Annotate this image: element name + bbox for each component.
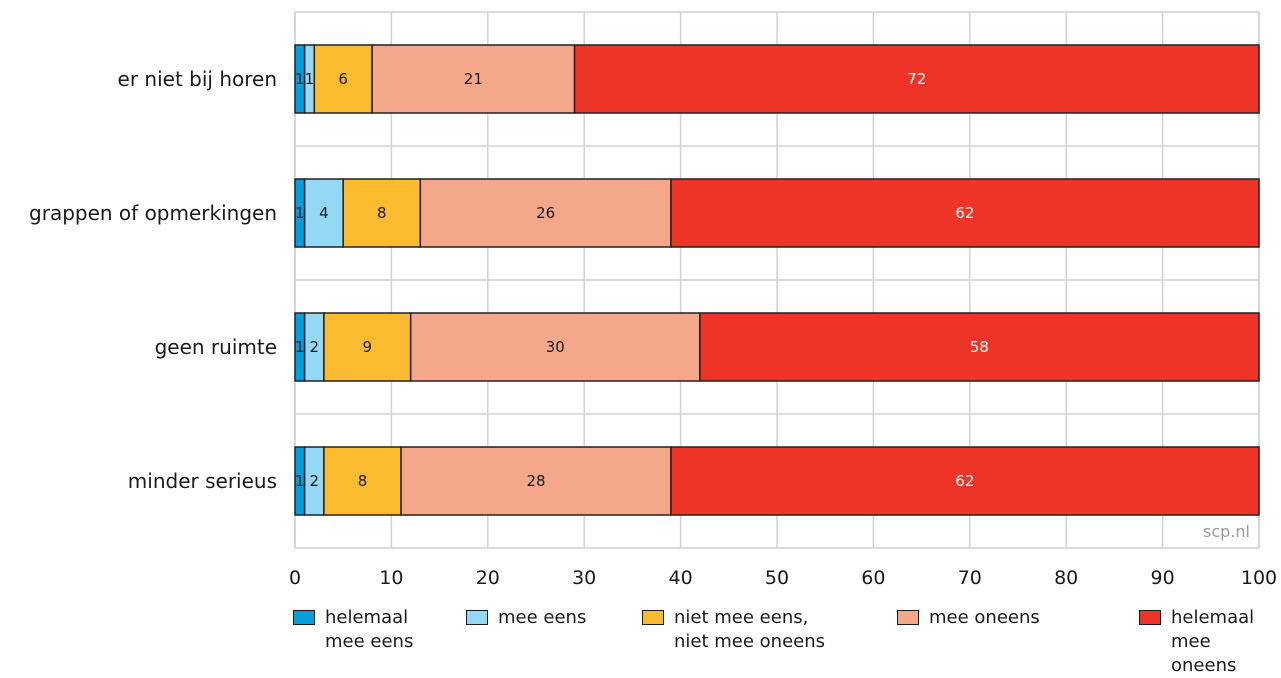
bar-value-label: 62	[955, 472, 974, 490]
category-label: grappen of opmerkingen	[29, 201, 277, 225]
legend-swatch	[897, 610, 919, 625]
x-tick-label: 10	[379, 567, 403, 589]
bar-segment	[699, 312, 1260, 382]
bar-value-label: 8	[377, 204, 387, 222]
x-tick-label: 30	[572, 567, 596, 589]
bar-value-label: 1	[295, 70, 305, 88]
legend-label: helemaal mee eens	[325, 607, 414, 652]
x-tick-label: 100	[1241, 567, 1277, 589]
bar-value-label: 9	[363, 338, 373, 356]
x-tick-label: 40	[669, 567, 693, 589]
legend-swatch	[1139, 610, 1161, 625]
legend-swatch	[466, 610, 488, 625]
bar-value-label: 26	[536, 204, 555, 222]
legend-label: mee eens	[498, 607, 587, 628]
category-label: minder serieus	[128, 469, 277, 493]
x-tick-label: 50	[765, 567, 789, 589]
x-tick-label: 0	[289, 567, 301, 589]
bar-segment	[303, 178, 344, 248]
bar-segment	[670, 446, 1260, 516]
legend-item: helemaal mee eens	[293, 606, 413, 654]
bar-value-label: 8	[358, 472, 368, 490]
legend-item: helemaal mee oneens	[1139, 606, 1278, 678]
bar-segment	[323, 312, 412, 382]
legend-item: mee oneens	[897, 606, 1040, 630]
legend-label: mee oneens	[929, 607, 1040, 628]
x-tick-label: 20	[476, 567, 500, 589]
legend-item: mee eens	[466, 606, 586, 630]
bar-value-label: 4	[319, 204, 329, 222]
bar-segment	[573, 44, 1260, 114]
bar-value-label: 30	[546, 338, 565, 356]
bar-segment	[371, 44, 576, 114]
bar-value-label: 62	[955, 204, 974, 222]
bar-segment	[419, 178, 672, 248]
bar-segment	[670, 178, 1260, 248]
bar-value-label: 21	[464, 70, 483, 88]
bar-value-label: 1	[305, 70, 315, 88]
chart-legend: helemaal mee eens mee eens niet mee eens, ni…	[293, 606, 1278, 676]
legend-swatch	[642, 610, 664, 625]
bar-value-label: 58	[970, 338, 989, 356]
bar-segment	[313, 44, 373, 114]
x-tick-label: 90	[1151, 567, 1175, 589]
legend-item: niet mee eens, niet mee oneens	[642, 606, 825, 654]
bar-value-label: 6	[338, 70, 348, 88]
bar-value-label: 72	[907, 70, 926, 88]
bar-value-label: 2	[310, 472, 320, 490]
bar-value-label: 2	[310, 338, 320, 356]
bar-value-label: 1	[295, 204, 305, 222]
bar-value-label: 28	[526, 472, 545, 490]
bar-value-label: 1	[295, 472, 305, 490]
legend-swatch	[293, 610, 315, 625]
x-tick-label: 60	[861, 567, 885, 589]
legend-label: niet mee eens, niet mee oneens	[674, 607, 826, 652]
x-tick-label: 80	[1054, 567, 1078, 589]
bar-segment	[409, 312, 701, 382]
x-tick-label: 70	[958, 567, 982, 589]
bar-value-label: 1	[295, 338, 305, 356]
category-label: er niet bij horen	[118, 67, 277, 91]
category-label: geen ruimte	[155, 335, 277, 359]
watermark: scp.nl	[1203, 522, 1250, 541]
legend-label: helemaal mee oneens	[1171, 607, 1255, 676]
